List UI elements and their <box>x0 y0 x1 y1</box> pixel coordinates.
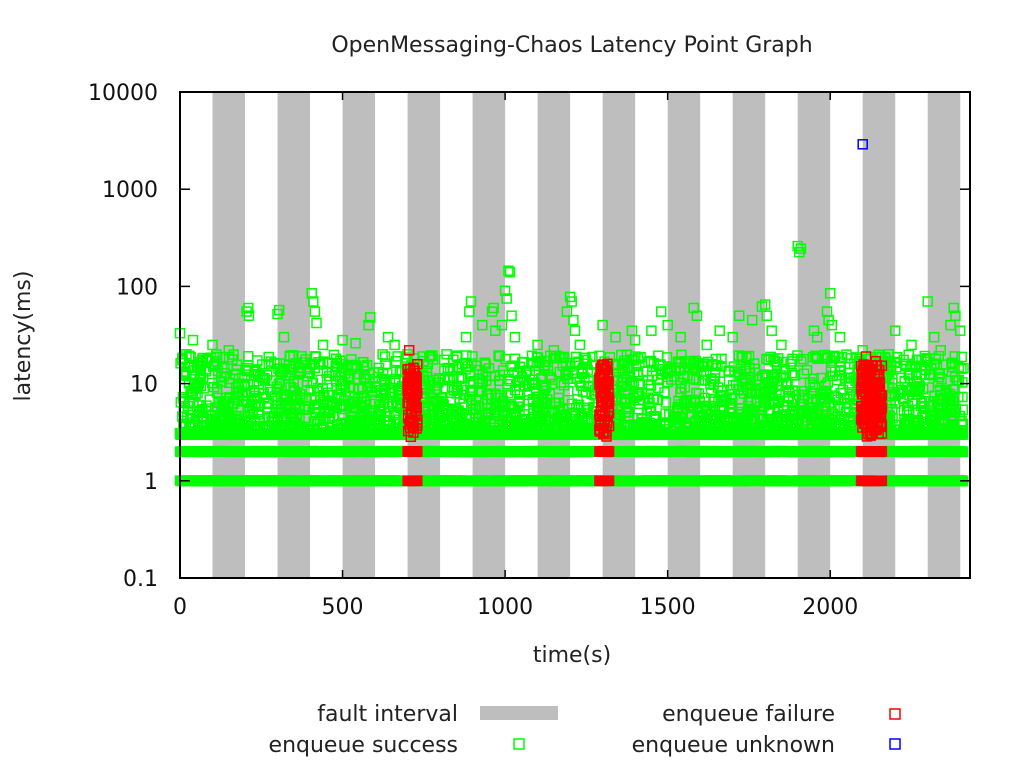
fault-band-10 <box>862 92 896 578</box>
fault-band-2 <box>342 92 376 578</box>
fault-band-1 <box>277 92 311 578</box>
fault-band-7 <box>667 92 701 578</box>
fault-band-3 <box>407 92 441 578</box>
fault-band-11 <box>927 92 961 578</box>
chart-title: OpenMessaging-Chaos Latency Point Graph <box>331 33 812 58</box>
fault-interval-bands <box>212 92 961 578</box>
success-baseline-point <box>957 446 969 458</box>
fault-band-0 <box>212 92 246 578</box>
success-point <box>274 377 286 389</box>
success-point <box>377 349 388 360</box>
fault-band-8 <box>732 92 766 578</box>
success-point <box>554 366 566 378</box>
data-points <box>174 139 969 487</box>
success-point <box>242 351 254 362</box>
fault-band-5 <box>537 92 571 578</box>
